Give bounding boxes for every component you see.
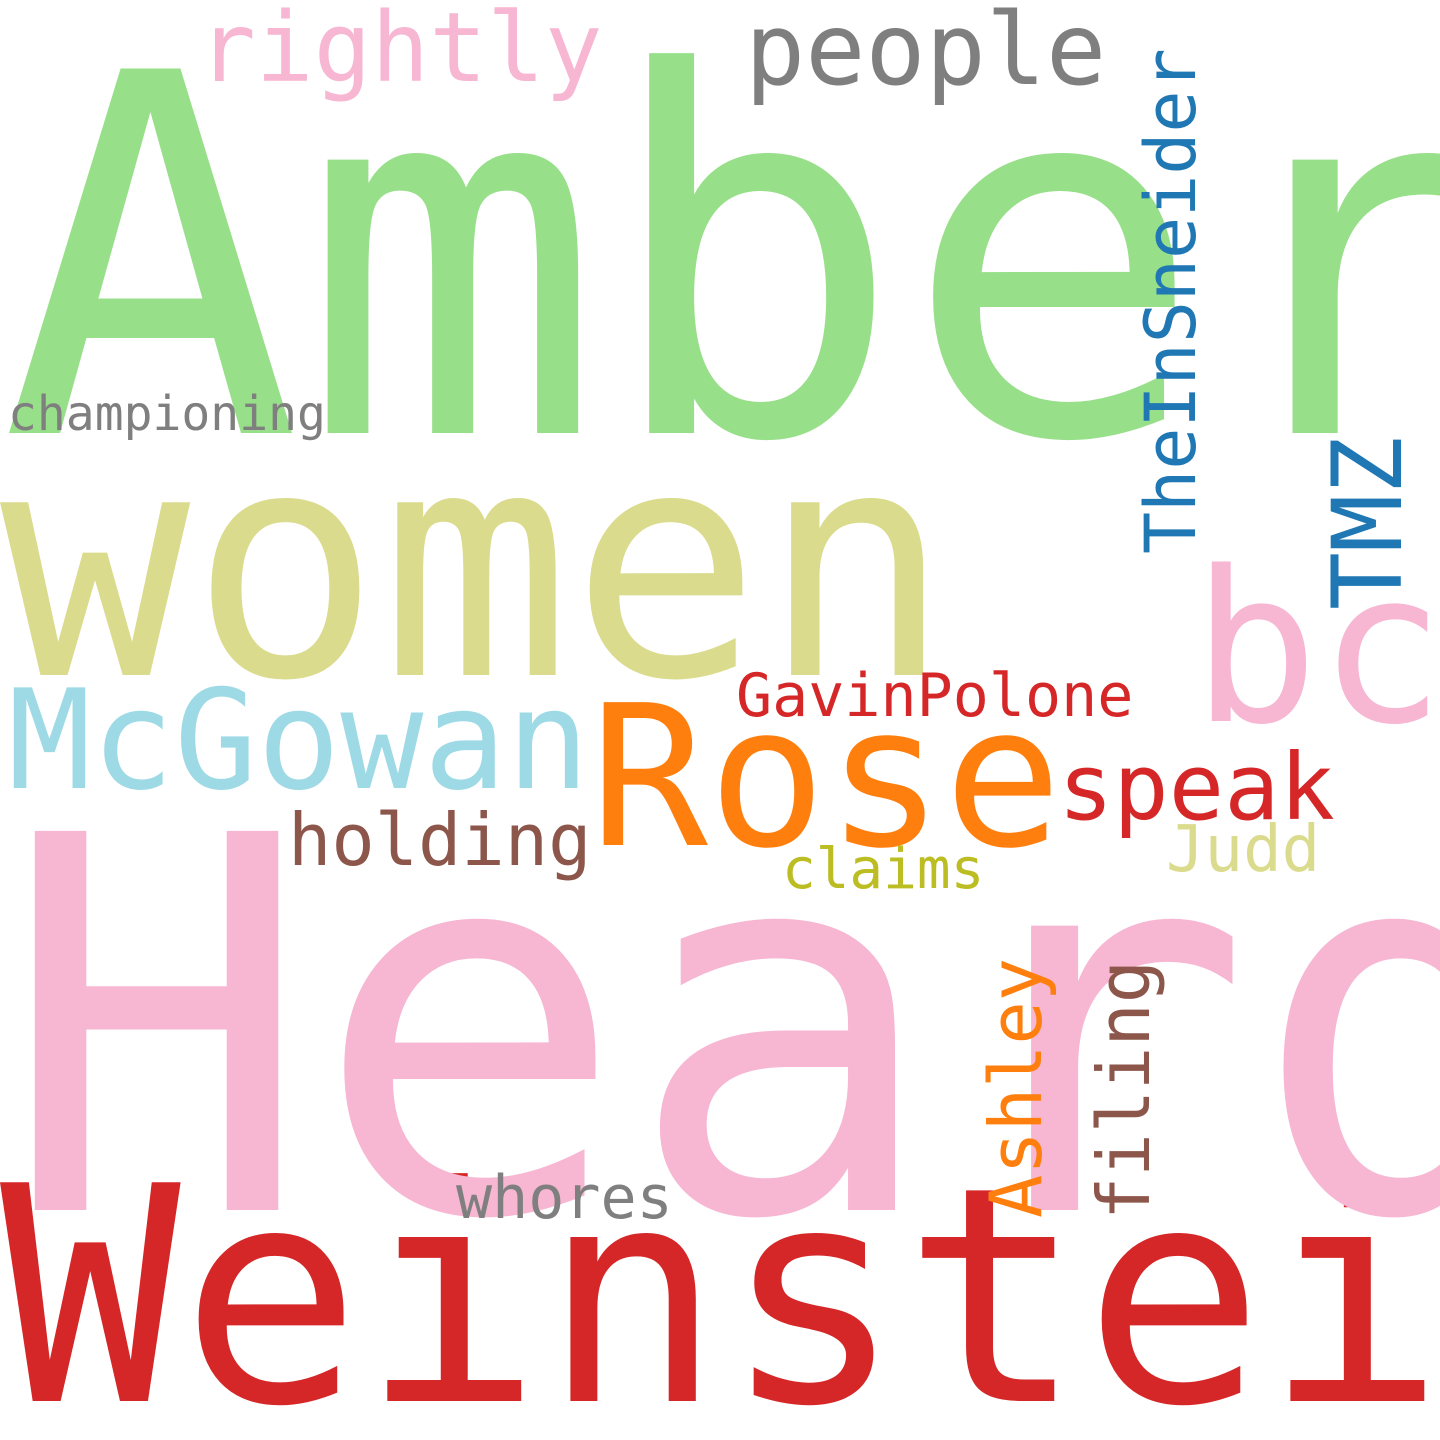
word-gavinpolone: GavinPolone <box>736 661 1134 731</box>
word-weinstein: Weinstein <box>0 1123 1440 1440</box>
word-holding: holding <box>288 798 592 882</box>
word-whores: whores <box>456 1163 673 1233</box>
word-tmz: TMZ <box>1312 436 1424 610</box>
word-theinsneider: TheInSneider <box>1130 48 1212 554</box>
word-people: people <box>745 0 1107 108</box>
word-championing: championing <box>8 386 326 442</box>
word-mcgowan: McGowan <box>8 660 590 821</box>
word-judd: Judd <box>1166 813 1321 887</box>
word-amber: Amber <box>0 0 1440 551</box>
word-rose: Rose <box>590 664 1063 892</box>
word-bc: bc <box>1192 526 1440 771</box>
word-heard: Heard <box>0 727 1440 1333</box>
word-ashley: Ashley <box>974 957 1058 1218</box>
word-women: women <box>0 382 952 750</box>
word-filing: filing <box>1082 959 1166 1220</box>
word-rightly: rightly <box>198 0 603 104</box>
word-claims: claims <box>782 837 985 902</box>
word-speak: speak <box>1058 734 1335 841</box>
